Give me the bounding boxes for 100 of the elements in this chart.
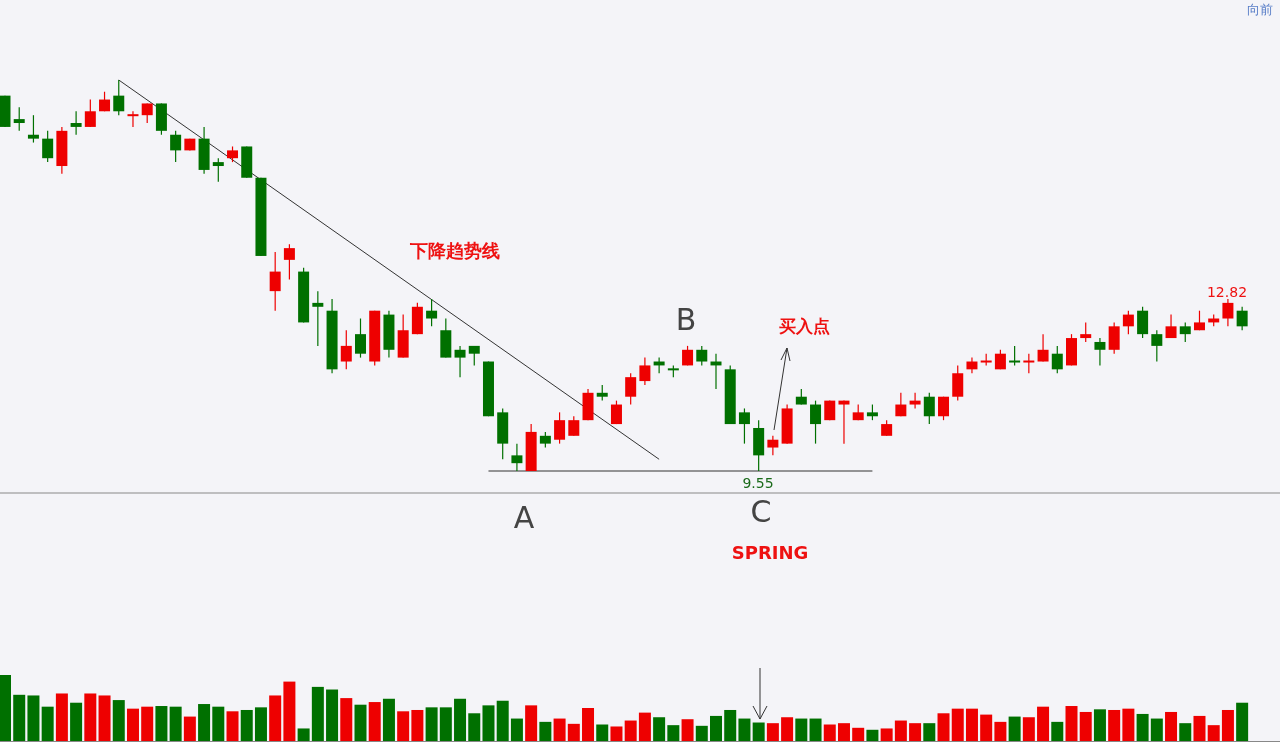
bar — [454, 698, 467, 741]
candlestick — [269, 251, 281, 312]
candlestick — [42, 130, 54, 163]
bar — [994, 721, 1007, 741]
annotation: B — [675, 302, 697, 337]
candlestick — [838, 400, 850, 445]
candlestick — [1151, 329, 1163, 363]
bar — [909, 723, 922, 741]
candlestick — [767, 435, 779, 456]
bar — [155, 706, 168, 741]
bar — [368, 702, 381, 741]
bar — [397, 711, 410, 741]
bar — [1022, 717, 1035, 741]
text: A — [513, 500, 535, 535]
bar — [212, 706, 225, 741]
bar — [1179, 723, 1192, 741]
bar — [311, 686, 324, 741]
bar — [283, 681, 296, 741]
candlestick — [212, 157, 224, 183]
bar — [624, 720, 637, 741]
bar — [894, 720, 907, 741]
bar — [951, 708, 964, 741]
bar — [738, 718, 751, 741]
bar — [880, 728, 893, 741]
bar — [1136, 713, 1149, 741]
bar — [539, 721, 552, 741]
bar — [809, 718, 822, 741]
candlestick — [426, 298, 438, 327]
bar — [1037, 706, 1050, 741]
bar — [326, 689, 339, 741]
bar — [795, 718, 808, 741]
candlestick — [1222, 298, 1234, 327]
bar — [0, 675, 11, 741]
candlestick — [127, 110, 139, 128]
candlestick — [1037, 333, 1049, 363]
candlestick — [1080, 321, 1092, 343]
candlestick — [113, 79, 125, 116]
bar — [567, 723, 580, 741]
bar — [496, 700, 509, 741]
bar — [681, 719, 694, 741]
candlestick — [1094, 337, 1106, 367]
bar — [724, 709, 737, 741]
candlestick — [13, 106, 25, 132]
candlestick — [909, 392, 921, 410]
candlestick — [554, 411, 566, 445]
bar — [183, 716, 196, 741]
candlestick — [1122, 310, 1134, 335]
bar — [582, 708, 595, 741]
bar — [852, 727, 865, 741]
candlestick — [738, 407, 750, 445]
bar — [84, 693, 97, 741]
bar — [269, 695, 282, 741]
candlestick — [70, 110, 82, 136]
bar — [923, 723, 936, 741]
bar — [1008, 716, 1021, 741]
candlestick — [1236, 306, 1248, 331]
candlestick — [1108, 321, 1120, 355]
annotation: 下降趋势线 — [409, 240, 500, 261]
bar — [425, 707, 438, 741]
bar — [710, 715, 722, 741]
bar — [667, 725, 680, 741]
bar — [638, 712, 651, 741]
bar — [482, 705, 495, 741]
text: C — [750, 494, 772, 529]
bar — [468, 713, 481, 741]
bar — [55, 693, 68, 741]
annotation: 买入点 — [778, 316, 830, 336]
candlestick — [355, 317, 366, 359]
candlestick — [1137, 306, 1149, 339]
bar — [553, 718, 566, 741]
bar — [695, 725, 708, 741]
candlestick — [696, 345, 708, 367]
candlestick — [1179, 321, 1191, 343]
candlestick — [511, 443, 523, 472]
candlestick — [170, 130, 182, 163]
candlestick — [27, 114, 39, 144]
text: SPRING — [731, 542, 809, 563]
bar — [126, 708, 139, 741]
bar — [382, 698, 395, 741]
bar — [1193, 715, 1206, 741]
candlestick — [639, 357, 651, 386]
candlestick — [1023, 353, 1035, 374]
bar — [1165, 711, 1178, 741]
bar — [1093, 709, 1106, 741]
candlestick — [84, 98, 96, 128]
candlestick — [283, 243, 295, 281]
candlestick — [952, 364, 964, 402]
candlestick — [1009, 345, 1021, 367]
bar — [1236, 702, 1249, 741]
candlestick — [340, 329, 352, 370]
bar — [781, 717, 794, 741]
bar — [1065, 706, 1078, 741]
bar — [610, 726, 623, 741]
bar — [340, 698, 353, 741]
candlestick — [923, 392, 935, 425]
candlestick — [625, 372, 637, 406]
bar — [354, 704, 367, 741]
bar — [226, 711, 239, 741]
bar — [297, 728, 310, 741]
bar — [965, 708, 978, 741]
